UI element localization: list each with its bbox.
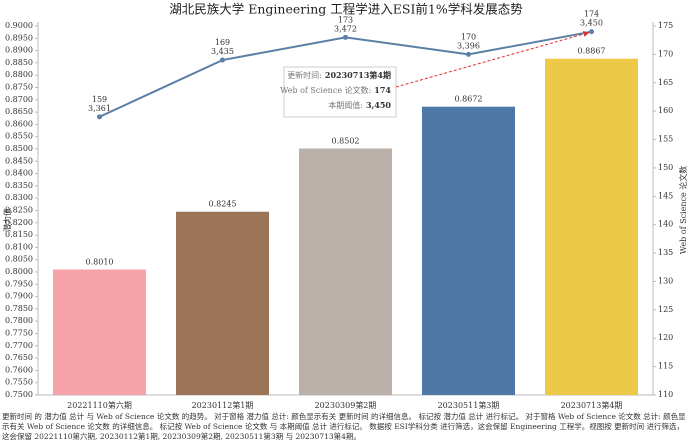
y2-tick-label: 125	[658, 305, 673, 314]
y2-tick-label: 165	[658, 78, 673, 87]
bar	[422, 106, 515, 396]
y2-axis-label: Web of Science 论文数	[678, 166, 688, 254]
x-tick-label: 20230713第4期	[561, 400, 623, 410]
x-tick-label: 20221110第六期	[67, 400, 132, 410]
y-tick-label: 0.7950	[5, 279, 33, 288]
y-tick-label: 0.7750	[5, 329, 33, 338]
line-value-label: 174	[584, 10, 599, 19]
y2-tick-label: 175	[658, 21, 673, 30]
tooltip-label: 更新时间:	[287, 70, 322, 80]
threshold-label: 3,396	[457, 41, 480, 50]
line-point	[97, 114, 102, 120]
y-tick-label: 0.8150	[5, 230, 33, 239]
threshold-label: 3,435	[211, 47, 234, 56]
bar-value-label: 0.8502	[332, 137, 360, 146]
tooltip-label: 本期阈值:	[328, 100, 363, 110]
tooltip-value: 174	[374, 85, 391, 95]
tooltip-row: 本期阈值: 3,450	[328, 100, 391, 110]
y-tick-label: 0.8300	[5, 193, 33, 202]
x-tick-label: 20230112第1期	[192, 400, 254, 410]
tooltip-row: 更新时间: 20230713第4期	[287, 70, 391, 80]
y-axis-label: 潜力值	[2, 208, 12, 232]
tooltip-value: 20230713第4期	[325, 70, 391, 80]
y-tick-label: 0.8200	[5, 218, 33, 227]
y-tick-label: 0.8900	[5, 46, 33, 55]
y2-tick-label: 130	[658, 276, 673, 285]
threshold-label: 3,450	[580, 19, 603, 28]
y-tick-label: 0.7900	[5, 292, 33, 301]
threshold-label: 3,472	[334, 24, 357, 33]
line-point	[466, 51, 471, 57]
y-tick-label: 0.8550	[5, 132, 33, 141]
y-tick-label: 0.8250	[5, 206, 33, 215]
tooltip-box	[283, 66, 397, 118]
footnote: 更新时间 的 潜力值 总计 与 Web of Science 论文数 的趋势。 …	[2, 412, 686, 441]
y2-tick-label: 155	[658, 135, 673, 144]
y-tick-label: 0.7650	[5, 353, 33, 362]
y-tick-label: 0.8100	[5, 242, 33, 251]
y-tick-label: 0.8450	[5, 156, 33, 165]
y-tick-label: 0.7850	[5, 304, 33, 313]
line-point	[220, 57, 225, 63]
y-tick-label: 0.7500	[5, 390, 33, 399]
bar-value-label: 0.8245	[209, 200, 237, 209]
y-tick-label: 0.8700	[5, 95, 33, 104]
y-tick-label: 0.8800	[5, 70, 33, 79]
line-value-label: 159	[92, 95, 107, 104]
bar	[299, 148, 392, 395]
bar-value-label: 0.8672	[455, 95, 483, 104]
y-tick-label: 0.9000	[5, 21, 33, 30]
y-tick-label: 0.8600	[5, 119, 33, 128]
bar-value-label: 0.8010	[86, 258, 114, 267]
tooltip-label: Web of Science 论文数:	[280, 85, 371, 95]
bar	[545, 58, 638, 396]
y-tick-label: 0.7700	[5, 341, 33, 350]
y-tick-label: 0.8850	[5, 58, 33, 67]
x-tick-label: 20230309第2期	[315, 400, 377, 410]
chart: 湖北民族大学 Engineering 工程学进入ESI前1%学科发展态势 潜力值…	[2, 2, 688, 411]
bar	[53, 269, 146, 395]
tooltip-row: Web of Science 论文数: 174	[280, 85, 391, 95]
y-tick-label: 0.7550	[5, 378, 33, 387]
tooltip-pointer	[395, 31, 590, 88]
y2-tick-label: 140	[658, 220, 673, 229]
threshold-label: 3,361	[88, 104, 111, 113]
y-tick-label: 0.8750	[5, 83, 33, 92]
x-tick-label: 20230511第3期	[438, 400, 500, 410]
y2-tick-label: 150	[658, 163, 673, 172]
y-tick-label: 0.8000	[5, 267, 33, 276]
y-tick-label: 0.8350	[5, 181, 33, 190]
y2-tick-label: 160	[658, 106, 673, 115]
y-tick-label: 0.8950	[5, 33, 33, 42]
y-tick-label: 0.7600	[5, 365, 33, 374]
line-value-label: 173	[338, 15, 353, 24]
y2-tick-label: 145	[658, 191, 673, 200]
line-point	[343, 34, 348, 40]
line-value-label: 169	[215, 38, 230, 47]
y-tick-label: 0.8650	[5, 107, 33, 116]
y2-tick-label: 170	[658, 49, 673, 58]
y2-tick-label: 120	[658, 333, 673, 342]
chart-title: 湖北民族大学 Engineering 工程学进入ESI前1%学科发展态势	[169, 2, 523, 17]
y2-tick-label: 135	[658, 248, 673, 257]
y-tick-label: 0.8050	[5, 255, 33, 264]
y-tick-label: 0.7800	[5, 316, 33, 325]
bar-value-label: 0.8867	[578, 47, 606, 56]
line-point	[589, 29, 594, 35]
line-value-label: 170	[461, 32, 476, 41]
tooltip-value: 3,450	[366, 100, 391, 110]
bar	[176, 211, 269, 395]
y2-tick-label: 115	[658, 362, 673, 371]
y-tick-label: 0.8400	[5, 169, 33, 178]
y-tick-label: 0.8500	[5, 144, 33, 153]
y2-tick-label: 110	[658, 390, 673, 399]
